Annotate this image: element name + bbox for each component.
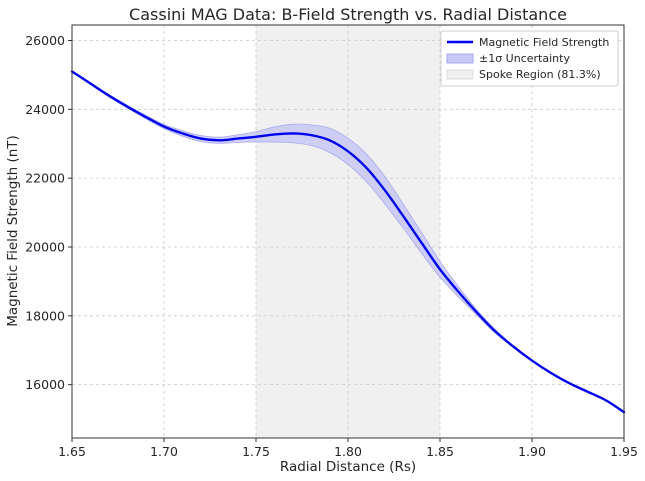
x-tick-label: 1.90 <box>518 444 546 459</box>
legend-box <box>440 30 619 87</box>
plot-area <box>70 24 626 439</box>
x-tick-label: 1.80 <box>334 444 362 459</box>
legend-label-region: Spoke Region (81.3%) <box>479 68 601 81</box>
y-tick-label: 26000 <box>25 33 65 48</box>
y-tick-label: 24000 <box>25 102 65 117</box>
x-tick-label: 1.85 <box>426 444 454 459</box>
grid <box>72 25 624 438</box>
field-strength-line <box>70 70 626 414</box>
x-axis-ticks: 1.65 1.70 1.75 1.80 1.85 1.90 1.95 <box>58 438 638 459</box>
chart-title: Cassini MAG Data: B-Field Strength vs. R… <box>129 5 567 24</box>
x-tick-label: 1.95 <box>610 444 638 459</box>
legend-band-swatch <box>446 53 474 64</box>
x-tick-label: 1.75 <box>242 444 270 459</box>
legend-region-swatch <box>446 69 474 80</box>
y-tick-label: 16000 <box>25 377 65 392</box>
legend: Magnetic Field Strength ±1σ Uncertainty … <box>440 30 619 87</box>
y-tick-label: 22000 <box>25 171 65 186</box>
x-tick-label: 1.70 <box>150 444 178 459</box>
y-axis-label: Magnetic Field Strength (nT) <box>5 135 21 327</box>
x-tick-label: 1.65 <box>58 444 86 459</box>
legend-label-band: ±1σ Uncertainty <box>479 52 570 65</box>
x-axis-label: Radial Distance (Rs) <box>280 459 416 475</box>
y-tick-label: 18000 <box>25 308 65 323</box>
y-axis-ticks: 16000 18000 20000 22000 24000 26000 <box>25 33 72 392</box>
y-tick-label: 20000 <box>25 239 65 254</box>
legend-label-line: Magnetic Field Strength <box>479 36 609 49</box>
